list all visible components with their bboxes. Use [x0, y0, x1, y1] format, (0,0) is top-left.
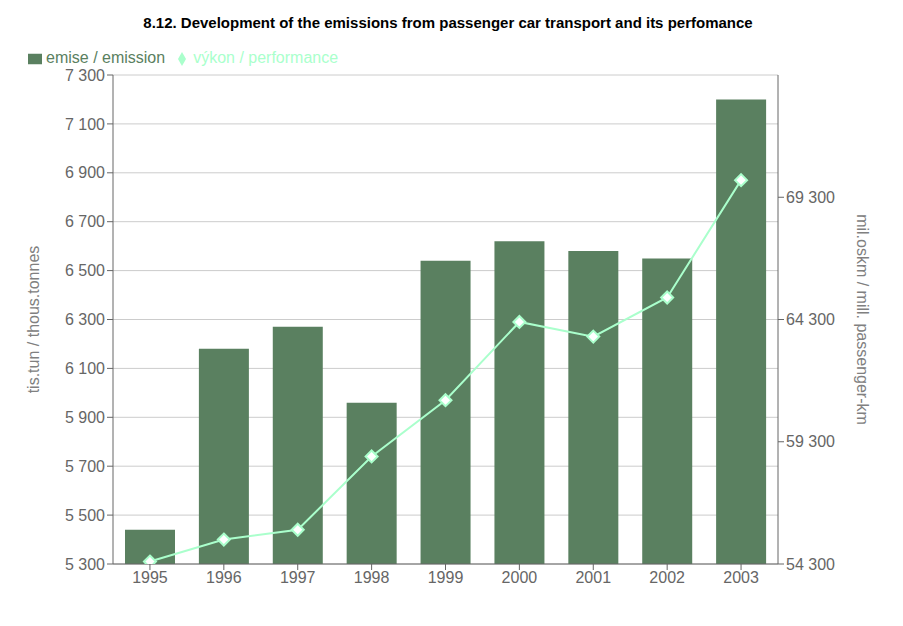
svg-text:6 700: 6 700 [65, 213, 105, 230]
html-text:výkon / performance: výkon / performance [193, 49, 339, 66]
svg-text:54 300: 54 300 [786, 556, 835, 573]
svg-text:1998: 1998 [354, 569, 390, 586]
svg-text:59 300: 59 300 [786, 433, 835, 450]
svg-text:69 300: 69 300 [786, 189, 835, 206]
svg-text:1995: 1995 [132, 569, 168, 586]
svg-text:1996: 1996 [206, 569, 242, 586]
svg-text:2003: 2003 [723, 569, 759, 586]
html-text:8.12. Development of the emiss: 8.12. Development of the emissions from … [143, 14, 753, 31]
svg-text:6 500: 6 500 [65, 262, 105, 279]
svg-text:2000: 2000 [502, 569, 538, 586]
svg-text:7 100: 7 100 [65, 116, 105, 133]
svg-text:5 300: 5 300 [65, 556, 105, 573]
svg-text:6 300: 6 300 [65, 311, 105, 328]
svg-text:5 900: 5 900 [65, 409, 105, 426]
svg-text:6 100: 6 100 [65, 360, 105, 377]
svg-text:7 300: 7 300 [65, 67, 105, 84]
html-text:emise / emission: emise / emission [46, 49, 166, 66]
svg-text:tis.tun / thous.tonnes: tis.tun / thous.tonnes [25, 246, 42, 394]
svg-text:2001: 2001 [575, 569, 611, 586]
svg-text:6 900: 6 900 [65, 164, 105, 181]
svg-text:2002: 2002 [649, 569, 685, 586]
svg-text:1997: 1997 [280, 569, 316, 586]
svg-text:64 300: 64 300 [786, 311, 835, 328]
svg-text:1999: 1999 [428, 569, 464, 586]
svg-text:mil.oskm / mill. passenger-km: mil.oskm / mill. passenger-km [854, 214, 871, 425]
svg-text:5 700: 5 700 [65, 458, 105, 475]
svg-text:5 500: 5 500 [65, 507, 105, 524]
